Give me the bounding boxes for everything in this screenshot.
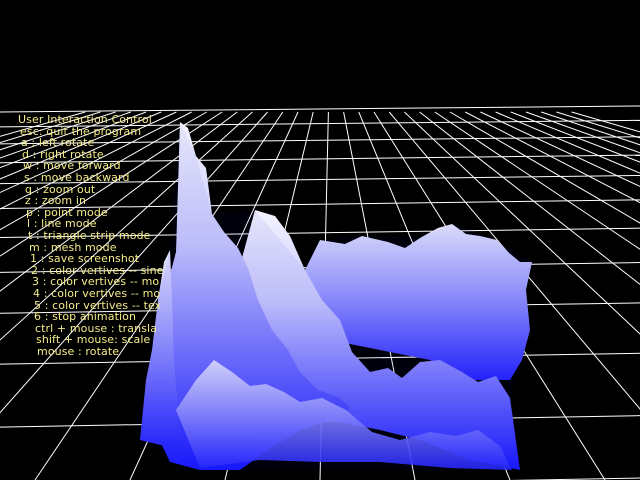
grid-line [480,111,640,187]
grid-line [388,111,640,410]
grid-line [0,174,640,185]
terrain-mesh [140,122,532,470]
grid-line [0,105,640,113]
grid-line [449,111,640,224]
grid-line [0,111,177,194]
grid-line [0,111,162,180]
grid-line [0,111,208,231]
grid-line [0,111,268,414]
grid-line [404,111,640,335]
grid-line [0,111,238,292]
grid-line [0,119,640,128]
grid-line [0,227,640,238]
grid-line [434,111,640,250]
grid-line [0,111,192,210]
grid-line [0,111,223,257]
grid-line [0,154,640,164]
grid-line [0,136,640,145]
grid-line [464,111,640,204]
grid-line [419,111,640,286]
